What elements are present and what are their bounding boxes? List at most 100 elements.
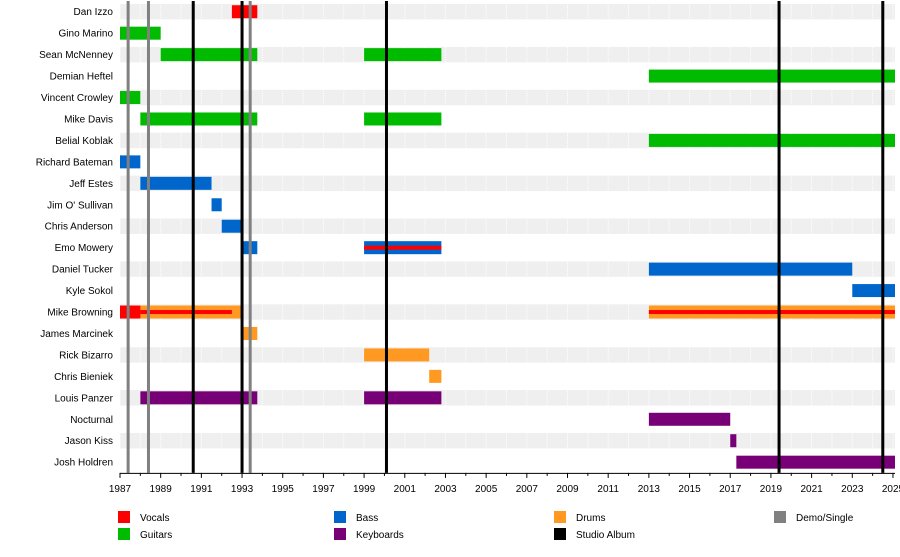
legend-swatch	[118, 511, 130, 523]
member-bar	[120, 91, 141, 105]
member-name: Chris Bieniek	[54, 372, 114, 383]
row-backgrounds	[120, 4, 895, 470]
x-tick-label: 2011	[597, 484, 619, 495]
row-background	[120, 368, 895, 385]
member-bar	[140, 112, 258, 126]
row-background	[120, 197, 895, 213]
member-name: Jim O' Sullivan	[47, 200, 113, 211]
row-background	[120, 175, 895, 192]
member-bar-secondary	[364, 245, 442, 250]
row-background	[120, 433, 895, 449]
member-bar	[852, 284, 895, 298]
row-background	[120, 218, 895, 234]
legend-label: Vocals	[140, 513, 169, 524]
legend-label: Bass	[356, 513, 378, 524]
member-bar	[231, 5, 258, 19]
member-bar	[648, 69, 895, 83]
x-tick-label: 2021	[800, 484, 823, 495]
x-tick-label: 2023	[841, 484, 864, 495]
x-tick-label: 1993	[231, 484, 254, 495]
member-name: Sean McNenney	[39, 50, 113, 61]
x-tick-label: 1987	[109, 484, 132, 495]
member-names: Dan Izzo Gino Marino Sean McNenney Demian H…	[36, 7, 114, 468]
member-name: Jeff Estes	[69, 179, 113, 190]
x-tick-label: 1999	[353, 484, 376, 495]
row-background	[120, 4, 895, 20]
member-bar	[364, 348, 430, 362]
x-axis: 1987 1989 1991 1993 1995 1997 1999 2001 2003 2005…	[109, 472, 900, 495]
x-tick-label: 1991	[190, 484, 213, 495]
member-name: James Marcinek	[40, 329, 114, 340]
row-background	[120, 454, 895, 470]
member-bar	[648, 262, 853, 276]
legend: Vocals Guitars Bass Keyboards Drums Studio Al…	[118, 511, 854, 541]
member-name: Rick Bizarro	[59, 350, 113, 361]
member-name: Vincent Crowley	[41, 93, 113, 104]
member-bar	[120, 305, 141, 319]
member-bar	[429, 369, 442, 383]
x-tick-label: 2019	[760, 484, 783, 495]
member-name: Nocturnal	[70, 415, 113, 426]
release-lines	[126, 1, 885, 473]
member-name: Mike Browning	[47, 308, 113, 319]
x-tick-label: 2003	[434, 484, 457, 495]
x-tick-label: 2013	[638, 484, 661, 495]
member-bar	[364, 391, 442, 405]
member-name: Emo Mowery	[55, 243, 113, 254]
member-bar	[120, 26, 161, 40]
x-tick-label: 2017	[719, 484, 742, 495]
row-background	[120, 89, 895, 106]
row-background	[120, 282, 895, 299]
member-bar	[140, 391, 258, 405]
member-name: Dan Izzo	[74, 7, 114, 18]
member-bar	[211, 198, 222, 212]
row-background	[120, 390, 895, 406]
member-bar	[364, 112, 442, 126]
member-name: Louis Panzer	[55, 393, 114, 404]
member-bar	[364, 48, 442, 62]
member-bar	[648, 412, 731, 426]
member-bar	[221, 219, 243, 233]
legend-swatch	[554, 528, 566, 540]
legend-label: Keyboards	[356, 530, 404, 541]
member-name: Kyle Sokol	[66, 286, 113, 297]
legend-swatch	[118, 528, 130, 540]
member-name: Josh Holdren	[54, 458, 113, 469]
member-bar	[120, 155, 141, 169]
member-name: Jason Kiss	[65, 436, 113, 447]
member-bar	[736, 455, 895, 469]
member-bar-secondary	[140, 310, 232, 315]
x-tick-label: 1989	[150, 484, 173, 495]
member-bar-secondary	[648, 310, 895, 315]
member-name: Chris Anderson	[45, 222, 113, 233]
member-bar	[140, 176, 212, 190]
member-bar	[648, 133, 895, 147]
x-tick-label: 1995	[272, 484, 295, 495]
member-bar	[730, 434, 737, 448]
x-tick-label: 2009	[556, 484, 579, 495]
x-tick-label: 2015	[678, 484, 701, 495]
x-tick-label: 2007	[516, 484, 539, 495]
x-tick-label: 2005	[475, 484, 498, 495]
legend-label: Guitars	[140, 530, 172, 541]
legend-label: Demo/Single	[796, 513, 854, 524]
member-name: Gino Marino	[59, 29, 114, 40]
row-background	[120, 111, 895, 127]
legend-label: Drums	[576, 513, 605, 524]
x-tick-label: 1997	[312, 484, 335, 495]
row-background	[120, 154, 895, 170]
member-name: Mike Davis	[64, 114, 113, 125]
row-background	[120, 325, 895, 342]
x-tick-label: 2001	[394, 484, 417, 495]
row-background	[120, 25, 895, 41]
member-name: Daniel Tucker	[52, 265, 114, 276]
member-name: Richard Bateman	[36, 157, 113, 168]
row-background	[120, 347, 895, 363]
member-name: Belial Koblak	[55, 136, 114, 147]
member-name: Demian Heftel	[50, 72, 113, 83]
legend-label: Studio Album	[576, 530, 635, 541]
legend-swatch	[334, 528, 346, 540]
legend-swatch	[554, 511, 566, 523]
member-bar	[160, 48, 258, 62]
